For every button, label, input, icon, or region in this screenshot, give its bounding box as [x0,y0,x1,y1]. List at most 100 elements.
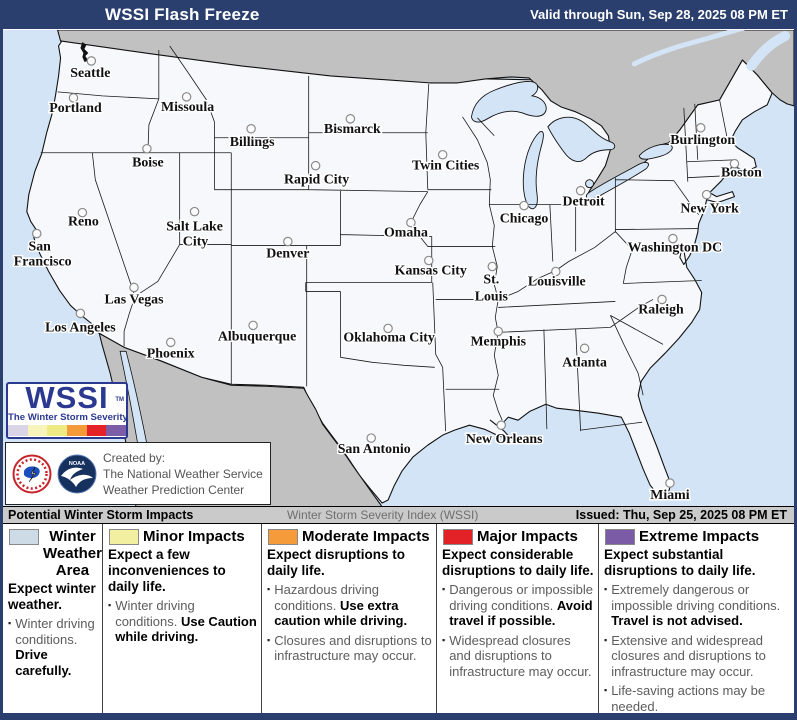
city-marker-miami: Miami [649,478,691,505]
city-marker-burlington: Burlington [669,123,737,149]
city-dot [665,478,675,488]
bullet-text: Dangerous or impossible driving conditio… [449,582,595,629]
city-marker-missoula: Missoula [159,92,216,116]
credit-logos: NOAA [12,454,97,494]
lake-huron [547,116,616,162]
wssi-strip-segment [47,425,68,436]
bullet-detail: Hazardous driving conditions. [274,582,379,613]
city-label: Boston [721,166,762,181]
city-dot [129,282,139,293]
bullet-marker-icon: ▪ [8,618,12,628]
st-lawrence-river [631,30,745,67]
city-dot [383,323,393,334]
map-svg: Seattle Portland Missoula Bismarck Billings B… [3,30,794,506]
city-marker-atlanta: Atlanta [561,343,608,372]
legend-swatch [268,529,298,545]
city-dot [496,420,506,430]
legend-title: Minor Impacts [143,528,245,545]
city-dot [695,123,706,133]
city-marker-kansas-city: Kansas City [393,255,468,280]
noaa-logo-icon: NOAA [57,454,97,493]
city-marker-new-orleans: New Orleans [464,420,545,449]
city-label: Chicago [500,212,549,227]
city-label: Phoenix [147,346,195,361]
legend-column-minor-impacts: Minor Impacts Expect a few inconveniences… [103,524,262,713]
city-label: Burlington [670,133,735,148]
city-dot [189,206,200,217]
bullet-detail: Extensive and widespread closures and di… [611,632,766,679]
bullet-marker-icon: ▪ [267,634,271,645]
city-label: Louis [475,289,509,304]
wssi-strip-segment [27,425,48,436]
legend-swatch [109,529,139,545]
city-label: Salt Lake [166,220,223,235]
city-label: Memphis [470,334,526,349]
city-marker-detroit: Detroit [561,185,607,211]
bullet-text: Closures and disruptions to infrastructu… [274,633,433,664]
bullet-detail: Winter driving conditions. [115,598,195,629]
wssi-strip-segment [106,425,126,436]
legend-title: Major Impacts [477,528,578,545]
city-label: Missoula [161,100,214,115]
impacts-bar-subtitle: Winter Storm Severity Index (WSSI) [286,508,479,522]
city-label: Rapid City [284,173,349,188]
bullet-text: Winter driving conditions. Use Caution w… [115,598,258,645]
legend-swatch [9,529,39,545]
legend-column-moderate-impacts: Moderate Impacts Expect disruptions to da… [262,524,437,713]
city-label: City [183,235,208,250]
credit-text: Created by: The National Weather Service… [103,450,263,498]
city-marker-twin-cities: Twin Cities [411,149,481,175]
city-dot [729,158,740,169]
city-dot [657,294,667,305]
city-dot [424,255,434,266]
credit-line-1: Created by: [103,450,166,465]
city-label: Albuquerque [218,329,296,344]
legend-bullet: ▪ Life-saving actions may be needed. [604,683,794,713]
legend-title: Winter Weather Area [43,528,102,579]
city-marker-boston: Boston [719,158,764,182]
city-label: Twin Cities [412,159,480,174]
legend-bullet: ▪ Extensive and widespread closures and d… [604,632,794,680]
legend-column-winter-weather-area: Winter Weather Area Expect winter weather… [3,524,103,713]
bullet-detail: Winter driving conditions. [15,616,95,647]
city-label: San Antonio [338,442,411,457]
city-marker-chicago: Chicago [498,200,550,228]
city-dot [283,236,293,247]
city-marker-new-york: New York [679,189,741,218]
bullet-emphasis: Use Caution while driving. [115,613,257,645]
legend-bullet: ▪ Closures and disruptions to infrastruct… [267,633,433,664]
city-label: San [29,240,52,255]
legend-column-extreme-impacts: Extreme Impacts Expect substantial disrup… [599,524,794,713]
city-dot [575,185,586,196]
us-impact-map: Seattle Portland Missoula Bismarck Billings B… [3,30,794,506]
city-label: New York [680,202,739,217]
city-marker-las-vegas: Las Vegas [103,282,166,309]
bullet-detail: Closures and disruptions to infrastructu… [274,632,432,664]
credit-line-2: The National Weather Service [103,466,263,481]
bullet-marker-icon: ▪ [267,584,271,594]
legend-column-major-impacts: Major Impacts Expect considerable disrupt… [437,524,599,713]
lake-st-clair [585,179,594,189]
city-dot [519,200,529,211]
city-label: Billings [230,135,275,150]
city-dot [437,149,448,160]
lake-superior [470,81,547,123]
city-label: New Orleans [466,432,543,447]
legend-lead-text: Expect a few inconveniences to daily lif… [108,547,226,594]
city-dot [68,93,79,103]
gulf-st-lawrence [746,30,791,71]
impact-legend: Winter Weather Area Expect winter weather… [3,524,794,713]
wssi-logo: WSSI TM The Winter Storm Severity Index [6,382,128,439]
city-dot [406,217,416,228]
legend-title: Extreme Impacts [639,528,760,545]
impacts-bar-title: Potential Winter Storm Impacts [8,508,194,522]
city-label: Portland [49,101,102,116]
legend-bullet: ▪ Hazardous driving conditions. Use extra… [267,582,433,629]
trademark-symbol: TM [115,397,124,403]
bullet-emphasis: Drive carefully. [15,647,72,678]
bullet-detail: Dangerous or impossible driving conditio… [449,582,593,613]
city-marker-raleigh: Raleigh [637,294,686,319]
city-marker-los-angeles: Los Angeles [44,308,118,337]
valid-through-label: Valid through Sun, Sep 28, 2025 08 PM ET [530,7,788,22]
